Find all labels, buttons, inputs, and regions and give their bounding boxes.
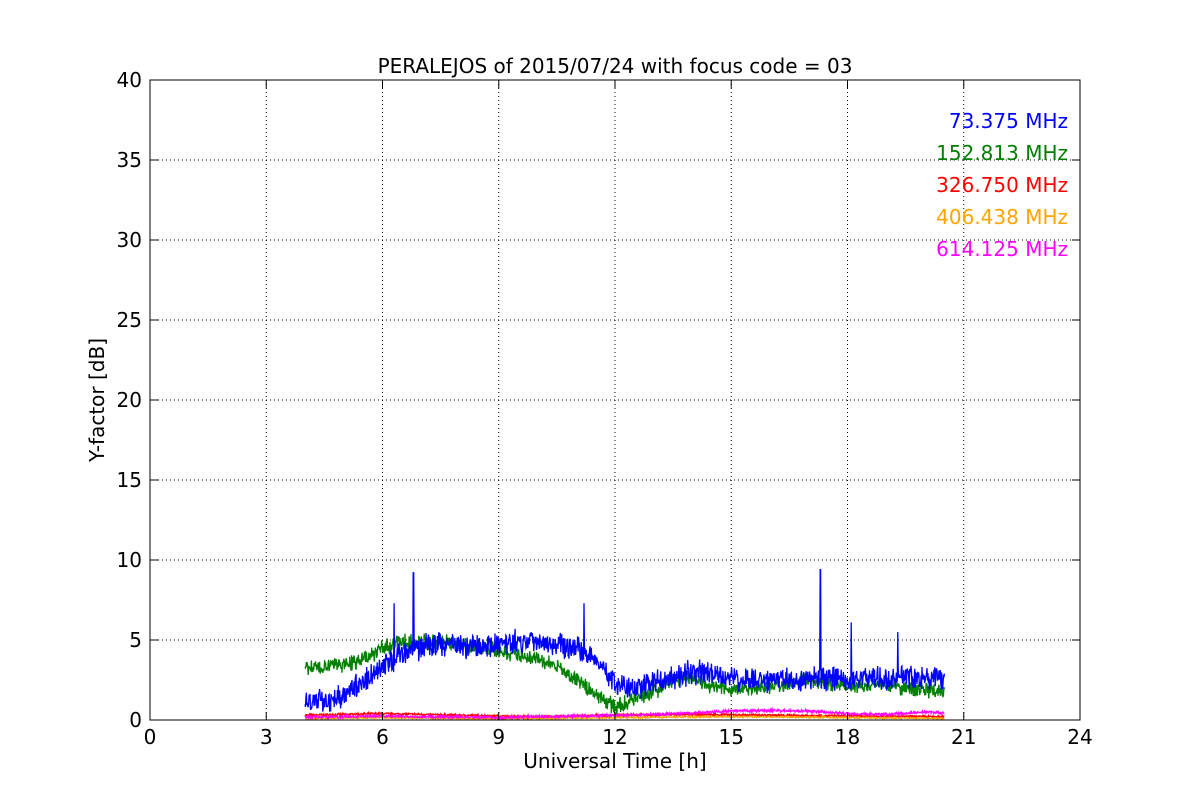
plot-series: [304, 568, 946, 722]
legend-entry: 73.375 MHz: [949, 109, 1068, 133]
x-tick-label: 9: [492, 725, 505, 749]
grid: [150, 80, 1080, 720]
x-tick-label: 21: [951, 725, 976, 749]
y-tick-label: 30: [117, 228, 142, 252]
legend-entry: 406.438 MHz: [936, 205, 1068, 229]
series-line: [304, 633, 946, 715]
y-tick-label: 10: [117, 548, 142, 572]
legend-entry: 614.125 MHz: [936, 237, 1068, 261]
legend: 73.375 MHz 152.813 MHz 326.750 MHz 406.438 …: [936, 109, 1068, 261]
y-tick-label: 5: [129, 628, 142, 652]
series-line: [304, 714, 945, 721]
x-tick-label: 18: [835, 725, 860, 749]
series-line: [304, 706, 945, 722]
x-tick-label: 12: [602, 725, 627, 749]
y-axis-title: Y-factor [dB]: [85, 338, 109, 463]
x-tick-label: 0: [144, 725, 157, 749]
axis-ticks: 0 3 6 9 12 15 18 21 24 0 5 10 15 20 25 30 35 40: [117, 68, 1093, 749]
x-tick-label: 6: [376, 725, 389, 749]
y-tick-label: 15: [117, 468, 142, 492]
chart-title: PERALEJOS of 2015/07/24 with focus code …: [378, 54, 853, 78]
y-tick-label: 25: [117, 308, 142, 332]
x-tick-label: 24: [1067, 725, 1092, 749]
y-tick-label: 35: [117, 148, 142, 172]
legend-entry: 152.813 MHz: [936, 141, 1068, 165]
x-axis-title: Universal Time [h]: [523, 749, 706, 773]
y-tick-label: 40: [117, 68, 142, 92]
x-tick-label: 3: [260, 725, 273, 749]
y-tick-label: 20: [117, 388, 142, 412]
x-tick-label: 15: [719, 725, 744, 749]
legend-entry: 326.750 MHz: [936, 173, 1068, 197]
series-line: [304, 568, 946, 712]
y-tick-label: 0: [129, 708, 142, 732]
